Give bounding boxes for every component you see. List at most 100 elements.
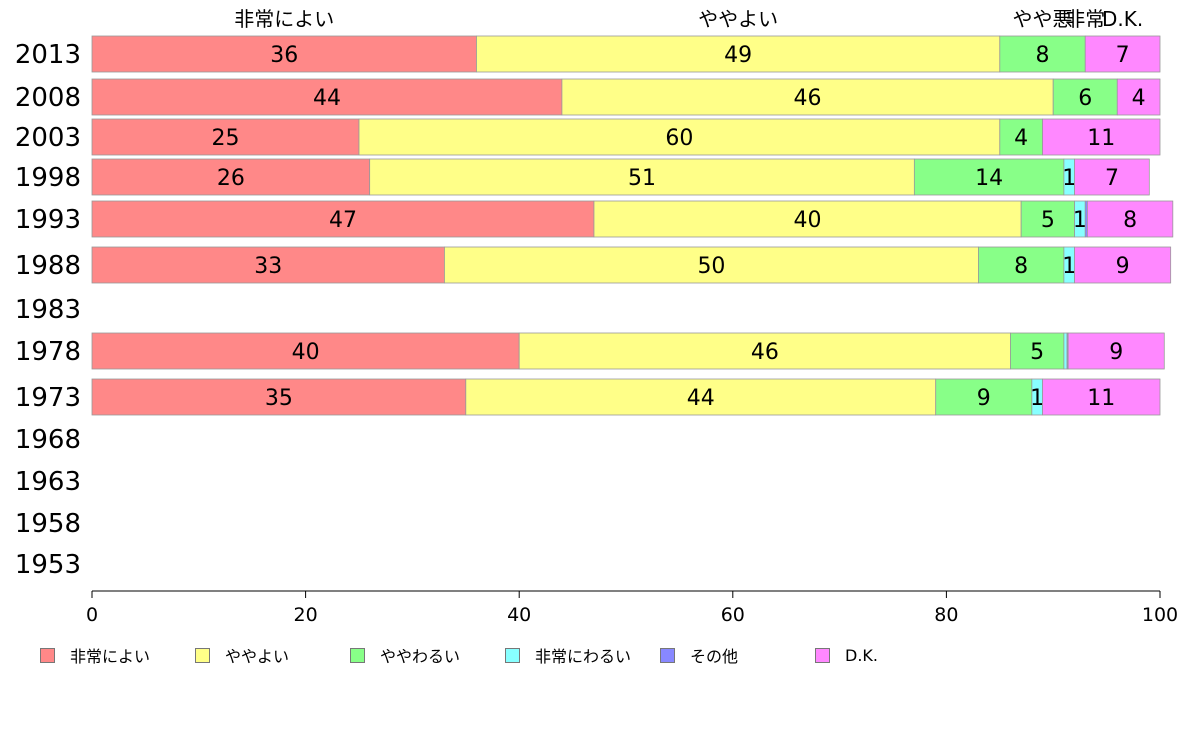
top-category-label: 非常 xyxy=(1065,7,1105,31)
bar-segment xyxy=(444,246,979,284)
bar-segment xyxy=(518,332,1011,370)
data-label: 40 xyxy=(292,340,320,365)
data-label: 11 xyxy=(1087,126,1115,151)
x-tick-label: 20 xyxy=(294,604,318,626)
x-tick-label: 100 xyxy=(1142,604,1178,626)
bar-segment xyxy=(358,118,1001,156)
y-tick-label: 2003 xyxy=(15,123,81,153)
bar-segment xyxy=(91,158,371,196)
data-label: 25 xyxy=(212,126,240,151)
bar-segment xyxy=(91,378,467,416)
bar-segment xyxy=(561,78,1054,116)
top-category-label: やや悪 xyxy=(1013,7,1073,31)
data-label: 44 xyxy=(313,86,341,111)
bar-segment xyxy=(1063,332,1068,370)
bar-segment xyxy=(1042,118,1161,156)
data-label: 40 xyxy=(794,208,822,233)
bar-segment xyxy=(1020,200,1075,238)
data-label: 51 xyxy=(628,166,656,191)
y-tick-label: 1953 xyxy=(15,550,81,580)
top-category-label: D.K. xyxy=(1102,7,1143,31)
bar-segment xyxy=(91,332,520,370)
y-tick-label: 1993 xyxy=(15,205,81,235)
bar-segment xyxy=(1052,78,1118,116)
legend-label: その他 xyxy=(690,647,739,666)
data-label: 1 xyxy=(1030,386,1044,411)
legend-label: ややよい xyxy=(225,647,290,666)
bar-segment xyxy=(91,35,477,73)
bar-segment xyxy=(1084,35,1161,73)
legend-swatch xyxy=(350,647,365,663)
legend-swatch xyxy=(660,647,675,663)
data-label: 9 xyxy=(1116,254,1130,279)
legend-label: D.K. xyxy=(845,645,878,665)
data-label: 8 xyxy=(1036,43,1050,68)
bar-segment xyxy=(91,78,563,116)
top-category-label: ややよい xyxy=(698,7,778,31)
data-label: 1 xyxy=(1062,254,1076,279)
data-label: 60 xyxy=(665,126,693,151)
data-label: 47 xyxy=(329,208,357,233)
data-label: 49 xyxy=(724,43,752,68)
y-tick-label: 1968 xyxy=(15,425,81,455)
data-label: 1 xyxy=(1073,208,1087,233)
legend-swatch xyxy=(505,647,520,663)
x-tick-label: 80 xyxy=(934,604,958,626)
bar-segment xyxy=(1074,246,1172,284)
data-label: 26 xyxy=(217,166,245,191)
y-tick-label: 1958 xyxy=(15,509,81,539)
legend-item-very-good: 非常によい xyxy=(40,644,150,666)
top-category-label: 非常によい xyxy=(234,7,334,31)
y-tick-label: 1978 xyxy=(15,337,81,367)
bar-segment xyxy=(476,35,1001,73)
y-tick-label: 1983 xyxy=(15,295,81,325)
data-label: 7 xyxy=(1116,43,1130,68)
data-label: 6 xyxy=(1078,86,1092,111)
bar-segment xyxy=(1086,200,1174,238)
legend: 非常によい ややよい ややわるい 非常にわるい その他 D.K. xyxy=(40,644,1180,666)
data-label: 4 xyxy=(1132,86,1146,111)
y-tick-label: 1973 xyxy=(15,383,81,413)
bar-segment xyxy=(999,35,1086,73)
bar-segment xyxy=(1116,78,1161,116)
bar-segment xyxy=(91,246,445,284)
data-label: 8 xyxy=(1014,254,1028,279)
legend-item-very-bad: 非常にわるい xyxy=(505,644,631,666)
data-label: 14 xyxy=(975,166,1003,191)
y-tick-label: 2008 xyxy=(15,83,81,113)
legend-label: ややわるい xyxy=(380,647,461,666)
bar-segment xyxy=(593,200,1022,238)
legend-item-somewhat-bad: ややわるい xyxy=(350,644,460,666)
y-tick-label: 1963 xyxy=(15,467,81,497)
data-label: 7 xyxy=(1105,166,1119,191)
legend-label: 非常にわるい xyxy=(535,647,632,666)
data-label: 11 xyxy=(1087,386,1115,411)
bar-segment xyxy=(1074,158,1150,196)
legend-swatch xyxy=(195,647,210,663)
bar-segment xyxy=(369,158,915,196)
bar-segment xyxy=(465,378,937,416)
data-label: 46 xyxy=(751,340,779,365)
data-label: 35 xyxy=(265,386,293,411)
data-label: 44 xyxy=(687,386,715,411)
legend-item-dk: D.K. xyxy=(815,644,878,666)
x-tick-label: 60 xyxy=(721,604,745,626)
data-label: 9 xyxy=(977,386,991,411)
bar-segment xyxy=(1042,378,1161,416)
legend-item-other: その他 xyxy=(660,644,738,666)
legend-label: 非常によい xyxy=(70,647,151,666)
data-label: 4 xyxy=(1014,126,1028,151)
bar-segment xyxy=(1010,332,1065,370)
x-tick-label: 40 xyxy=(507,604,531,626)
y-tick-label: 2013 xyxy=(15,40,81,70)
y-tick-label: 1988 xyxy=(15,251,81,281)
legend-swatch xyxy=(815,647,830,663)
legend-item-somewhat-good: ややよい xyxy=(195,644,289,666)
data-label: 33 xyxy=(254,254,282,279)
x-tick-label: 0 xyxy=(86,604,98,626)
data-label: 46 xyxy=(794,86,822,111)
y-tick-label: 1998 xyxy=(15,163,81,193)
data-label: 8 xyxy=(1123,208,1137,233)
data-label: 1 xyxy=(1062,166,1076,191)
